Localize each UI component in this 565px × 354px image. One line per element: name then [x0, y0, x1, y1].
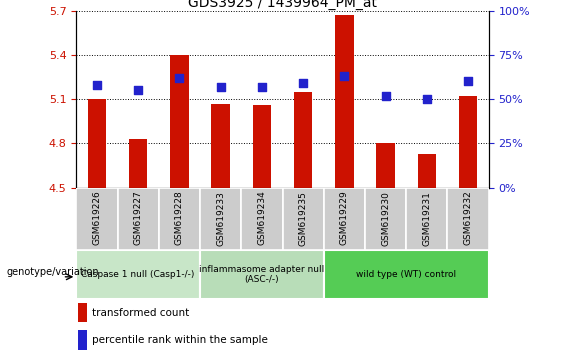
Bar: [200, 250, 324, 299]
Text: GSM619233: GSM619233: [216, 191, 225, 246]
Text: genotype/variation: genotype/variation: [6, 267, 99, 277]
Bar: [365, 188, 406, 250]
Text: GSM619227: GSM619227: [134, 191, 142, 245]
Bar: [418, 154, 436, 188]
Point: [93, 82, 102, 88]
Bar: [335, 15, 354, 188]
Text: GSM619234: GSM619234: [258, 191, 266, 245]
Bar: [88, 99, 106, 188]
Text: Caspase 1 null (Casp1-/-): Caspase 1 null (Casp1-/-): [81, 270, 195, 279]
Text: transformed count: transformed count: [92, 308, 189, 318]
Text: GSM619232: GSM619232: [464, 191, 472, 245]
Point: [299, 80, 308, 86]
Point: [464, 79, 473, 84]
Point: [175, 75, 184, 81]
Text: GSM619231: GSM619231: [423, 191, 431, 246]
Text: GSM619229: GSM619229: [340, 191, 349, 245]
Point: [216, 84, 225, 90]
Point: [381, 93, 390, 98]
Bar: [170, 55, 189, 188]
Bar: [376, 143, 395, 188]
Bar: [447, 188, 489, 250]
Bar: [253, 105, 271, 188]
Bar: [282, 188, 324, 250]
Text: GSM619226: GSM619226: [93, 191, 101, 245]
Bar: [294, 92, 312, 188]
Bar: [159, 188, 200, 250]
Point: [423, 96, 432, 102]
Bar: [118, 188, 159, 250]
Title: GDS3925 / 1439964_PM_at: GDS3925 / 1439964_PM_at: [188, 0, 377, 10]
Bar: [129, 139, 147, 188]
Text: GSM619230: GSM619230: [381, 191, 390, 246]
Bar: [324, 188, 365, 250]
Bar: [76, 188, 118, 250]
Text: percentile rank within the sample: percentile rank within the sample: [92, 335, 267, 345]
Bar: [79, 303, 88, 322]
Bar: [241, 188, 282, 250]
Bar: [406, 188, 447, 250]
Bar: [324, 250, 489, 299]
Point: [340, 73, 349, 79]
Bar: [200, 188, 241, 250]
Point: [258, 84, 267, 90]
Bar: [459, 96, 477, 188]
Bar: [76, 250, 200, 299]
Bar: [211, 103, 230, 188]
Text: inflammasome adapter null
(ASC-/-): inflammasome adapter null (ASC-/-): [199, 265, 324, 284]
Point: [134, 87, 142, 93]
Bar: [79, 330, 88, 350]
Text: GSM619235: GSM619235: [299, 191, 307, 246]
Text: GSM619228: GSM619228: [175, 191, 184, 245]
Text: wild type (WT) control: wild type (WT) control: [356, 270, 457, 279]
